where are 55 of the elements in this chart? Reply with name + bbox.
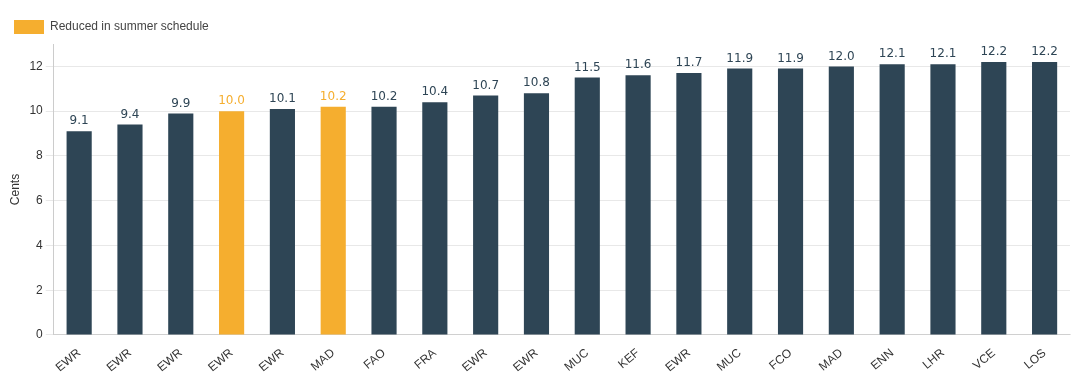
y-tick-label: 8: [36, 148, 44, 163]
data-label: 10.7: [472, 77, 500, 92]
data-label: 9.1: [69, 113, 89, 128]
x-tick-label: KEF: [615, 345, 643, 372]
data-label: 12.1: [878, 46, 906, 61]
x-tick-label: LHR: [919, 345, 948, 372]
y-tick-label: 6: [36, 192, 44, 207]
y-tick-label: 10: [29, 103, 44, 118]
bar: [320, 106, 346, 335]
data-label: 10.0: [218, 93, 245, 108]
data-label: 12.1: [929, 46, 957, 61]
x-tick-label: FAO: [360, 345, 389, 372]
data-label: 10.4: [421, 84, 449, 99]
bar: [1032, 61, 1058, 335]
bar: [66, 131, 92, 335]
data-label: 11.5: [573, 59, 601, 74]
data-label: 11.7: [675, 55, 703, 70]
data-label: 11.9: [726, 50, 754, 65]
y-tick-label: 2: [36, 282, 44, 297]
bar: [777, 68, 804, 335]
y-tick-label: 0: [36, 327, 44, 342]
bar: [422, 102, 448, 335]
y-tick-label: 4: [36, 237, 44, 252]
x-tick-label: VCE: [969, 345, 998, 373]
bar: [219, 111, 245, 335]
bar: [625, 75, 651, 335]
data-label: 9.9: [171, 95, 191, 110]
data-label: 9.4: [120, 106, 140, 121]
data-label: 10.2: [319, 88, 347, 103]
legend-label: Reduced in summer schedule: [50, 19, 210, 34]
y-axis-title: Cents: [7, 173, 22, 206]
bar: [676, 73, 702, 335]
bar: [523, 93, 550, 335]
data-label: 10.1: [269, 91, 296, 106]
bar: [879, 64, 905, 335]
data-label: 10.2: [370, 88, 398, 103]
data-label: 12.0: [827, 48, 855, 63]
data-label: 12.2: [980, 44, 1008, 59]
bar: [168, 113, 194, 335]
bar: [727, 68, 753, 335]
data-label: 12.2: [1031, 44, 1058, 59]
x-tick-label: LOS: [1021, 345, 1049, 372]
x-tick-label: FRA: [411, 345, 439, 372]
data-label: 11.6: [624, 57, 652, 72]
bar: [371, 106, 397, 335]
bar: [117, 124, 143, 335]
bar: [981, 61, 1007, 335]
y-tick-label: 12: [29, 58, 44, 73]
bar: [930, 64, 956, 335]
bar: [828, 66, 854, 335]
data-label: 10.8: [523, 75, 550, 90]
bar: [574, 77, 600, 335]
bar: [473, 95, 499, 335]
data-label: 11.9: [777, 50, 804, 65]
bar: [269, 108, 295, 335]
